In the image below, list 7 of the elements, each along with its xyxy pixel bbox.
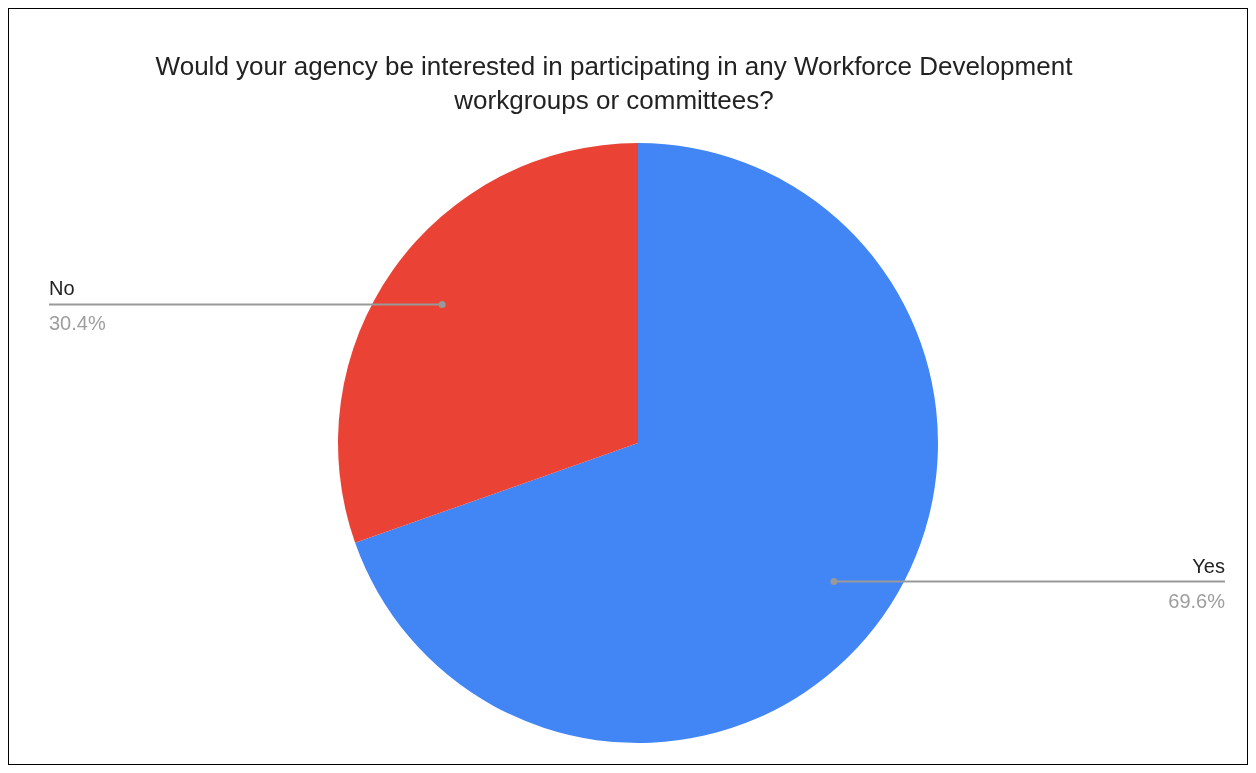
pie-slice [355, 143, 938, 743]
data-label: 30.4% [49, 312, 106, 335]
pie-slice [338, 143, 638, 543]
slice-label: No [49, 277, 75, 300]
chart-title: Would your agency be interested in participating in any Workforce Development workgroups or committees? [154, 50, 1074, 117]
slice-label: Yes [1192, 554, 1225, 577]
data-label: 69.6% [1168, 589, 1226, 612]
